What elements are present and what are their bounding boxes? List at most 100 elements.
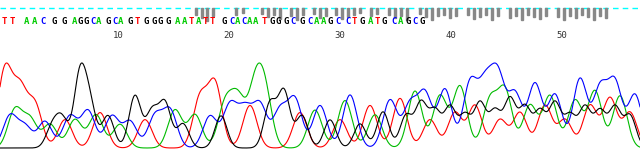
Text: A: A (247, 18, 252, 27)
Text: C: C (335, 18, 340, 27)
Bar (515, 8, 517, 16)
Bar (527, 8, 529, 15)
Text: A: A (96, 18, 101, 27)
Text: A: A (182, 18, 188, 27)
Text: T: T (210, 18, 216, 27)
Text: C: C (112, 18, 117, 27)
Text: T: T (203, 18, 209, 27)
Text: G: G (269, 18, 275, 27)
Text: 20: 20 (223, 30, 234, 39)
Text: A: A (253, 18, 259, 27)
Bar (242, 8, 244, 13)
Bar (569, 8, 572, 16)
Bar (484, 8, 487, 15)
Text: A: A (368, 18, 373, 27)
Bar (235, 8, 237, 15)
Text: G: G (221, 18, 227, 27)
Text: T: T (189, 18, 195, 27)
Bar (400, 8, 403, 16)
Bar (580, 8, 583, 15)
Text: G: G (144, 18, 149, 27)
Text: T: T (375, 18, 380, 27)
Bar (205, 8, 208, 21)
Bar (319, 8, 321, 18)
Bar (425, 8, 428, 17)
Bar (394, 8, 396, 18)
Bar (605, 8, 607, 18)
Bar (290, 8, 292, 16)
Bar (279, 8, 281, 19)
Bar (419, 8, 421, 14)
Text: G: G (158, 18, 163, 27)
Text: T: T (10, 18, 15, 27)
Bar (313, 8, 316, 14)
Text: G: G (300, 18, 305, 27)
Text: A: A (398, 18, 403, 27)
Bar (539, 8, 541, 19)
Bar (296, 8, 298, 20)
Text: G: G (84, 18, 90, 27)
Text: G: G (127, 18, 132, 27)
Text: G: G (283, 18, 289, 27)
Bar (455, 8, 457, 16)
Text: C: C (40, 18, 45, 27)
Bar (212, 8, 214, 16)
Bar (599, 8, 601, 16)
Text: C: C (391, 18, 396, 27)
Bar (473, 8, 476, 19)
Bar (347, 8, 349, 17)
Text: G: G (328, 18, 333, 27)
Bar (195, 8, 197, 15)
Bar (273, 8, 275, 15)
Text: A: A (72, 18, 77, 27)
Text: A: A (24, 18, 29, 27)
Bar (201, 8, 204, 18)
Text: T: T (262, 18, 268, 27)
Bar (267, 8, 269, 17)
Bar (359, 8, 361, 13)
Text: A: A (175, 18, 180, 27)
Text: A: A (314, 18, 319, 27)
Bar (491, 8, 493, 20)
Bar (593, 8, 595, 20)
Bar (340, 8, 343, 19)
Text: G: G (359, 18, 364, 27)
Bar (301, 8, 304, 15)
Bar (388, 8, 390, 15)
Bar (431, 8, 433, 20)
Text: G: G (420, 18, 426, 27)
Bar (587, 8, 589, 17)
Text: C: C (90, 18, 95, 27)
Text: C: C (229, 18, 234, 27)
Text: G: G (276, 18, 282, 27)
Bar (324, 8, 327, 16)
Text: A: A (118, 18, 124, 27)
Text: G: G (151, 18, 156, 27)
Text: G: G (382, 18, 387, 27)
Bar (521, 8, 524, 20)
Text: G: G (165, 18, 170, 27)
Bar (557, 8, 559, 17)
Bar (575, 8, 577, 18)
Text: T: T (2, 18, 8, 27)
Bar (335, 8, 337, 15)
Bar (370, 8, 372, 16)
Text: 10: 10 (113, 30, 124, 39)
Text: A: A (196, 18, 202, 27)
Bar (406, 8, 408, 20)
Text: C: C (307, 18, 312, 27)
Bar (532, 8, 535, 17)
Text: C: C (345, 18, 350, 27)
Bar (376, 8, 378, 14)
Bar (443, 8, 445, 15)
Bar (260, 8, 263, 14)
Bar (497, 8, 499, 16)
Bar (353, 8, 355, 15)
Text: C: C (241, 18, 246, 27)
Bar (449, 8, 451, 18)
Bar (509, 8, 511, 18)
Text: A: A (32, 18, 37, 27)
Bar (479, 8, 481, 17)
Text: T: T (352, 18, 357, 27)
Text: G: G (405, 18, 410, 27)
